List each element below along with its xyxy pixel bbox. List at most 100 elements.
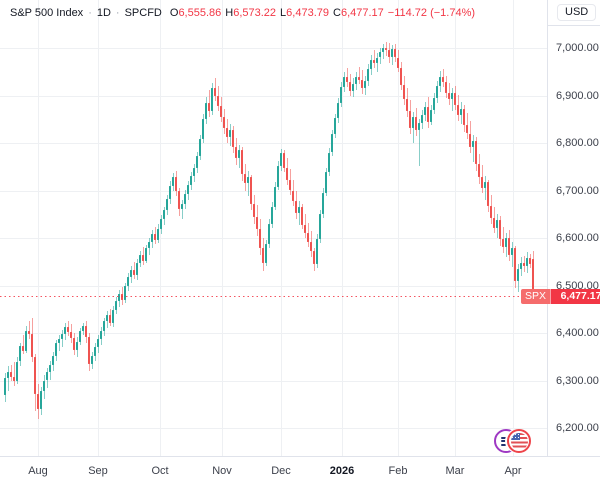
candle-up [343,76,345,87]
candle-up [202,119,204,140]
candle-up [124,286,126,300]
candle-down [73,337,75,350]
candle-down [259,229,261,249]
candle-down [286,167,288,181]
candle-up [451,93,453,100]
candle-down [226,127,228,138]
candle-up [49,365,51,372]
candle-up [412,116,414,128]
candle-down [457,105,459,116]
candle-up [271,207,273,224]
grid-line-vertical [281,0,282,456]
candle-down [67,327,69,333]
candle-up [391,48,393,57]
candle-up [91,355,93,364]
candle-wick [7,366,9,391]
candle-down [523,262,525,267]
candle-down [10,371,12,377]
chart-plot-area[interactable] [0,0,547,456]
symbol-info-bar: S&P 500 Index · 1D · SPCFD O6,555.86 H6,… [10,7,475,19]
candle-wick [484,175,486,201]
candle-up [280,153,282,166]
grid-line-horizontal [0,95,547,97]
grid-line-horizontal [0,238,547,239]
candle-down [37,393,39,409]
candle-down [34,356,36,394]
time-axis-label: Apr [504,464,522,477]
candle-wick [247,171,249,196]
candle-up [520,262,522,269]
grid-line-horizontal [0,48,547,49]
candle-up [82,325,84,331]
candle-down [310,241,312,252]
candle-down [31,333,33,357]
candle-up [157,228,159,241]
candle-down [244,173,246,184]
candle-up [184,194,186,204]
price-tick-label: 6,700.00 [556,184,599,197]
currency-toggle-button[interactable]: USD [557,4,597,21]
candle-down [409,110,411,128]
grid-line-horizontal [0,190,547,192]
candle-up [163,210,165,219]
candle-down [235,146,237,159]
change-value: −114.72 (−1.74%) [387,7,476,19]
candle-up [496,219,498,228]
candle-up [331,134,333,153]
candle-up [355,76,357,84]
candle-up [322,192,324,215]
candle-up [196,156,198,168]
candle-up [145,248,147,261]
candle-up [511,248,513,255]
candle-wick [472,135,474,163]
candle-down [256,216,258,230]
time-axis-label: Nov [212,464,232,477]
candle-down [88,336,90,364]
grid-line-horizontal [0,333,547,334]
interval-label[interactable]: 1D [96,7,111,19]
candle-down [469,133,471,147]
candle-up [61,333,63,339]
grid-line-vertical [455,0,456,456]
candle-up [79,330,81,342]
candle-up [43,380,45,391]
grid-line-vertical [98,0,99,456]
symbol-logo[interactable] [494,429,532,454]
time-axis[interactable]: Aug Sep Oct Nov Dec 2026 Feb Mar Apr [0,456,600,484]
price-axis[interactable]: USD 7,000.00 6,900.00 6,800.00 6,700.00 6,60… [547,0,600,484]
candle-down [385,48,387,51]
separator-dot: · [88,7,92,19]
candle-up [238,150,240,159]
candle-down [454,93,456,105]
time-axis-label: Mar [445,464,465,477]
candle-up [370,59,372,70]
candle-down [508,238,510,255]
candle-wick [13,361,15,387]
candle-down [241,150,243,174]
grid-line-vertical [398,0,399,456]
candle-up [205,102,207,120]
candle-down [175,177,177,192]
last-price-value: 6,477.17 [550,288,600,304]
candle-up [277,165,279,187]
symbol-title[interactable]: S&P 500 Index [10,7,84,19]
time-axis-label: Dec [271,464,291,477]
candle-down [13,376,15,382]
candle-up [193,167,195,177]
candle-down [250,177,252,204]
candle-down [373,59,375,64]
candle-up [7,371,9,379]
us-flag-icon [507,429,531,453]
candle-up [151,234,153,242]
price-tick-label: 6,300.00 [556,374,599,387]
candle-up [460,108,462,116]
candle-down [397,57,399,68]
candle-up [274,186,276,208]
candle-down [283,153,285,168]
candle-wick [451,87,453,112]
candle-down [70,332,72,338]
grid-line-horizontal [0,143,547,144]
ohlc-low: L6,473.79 [280,7,329,19]
grid-line-horizontal [0,380,547,382]
